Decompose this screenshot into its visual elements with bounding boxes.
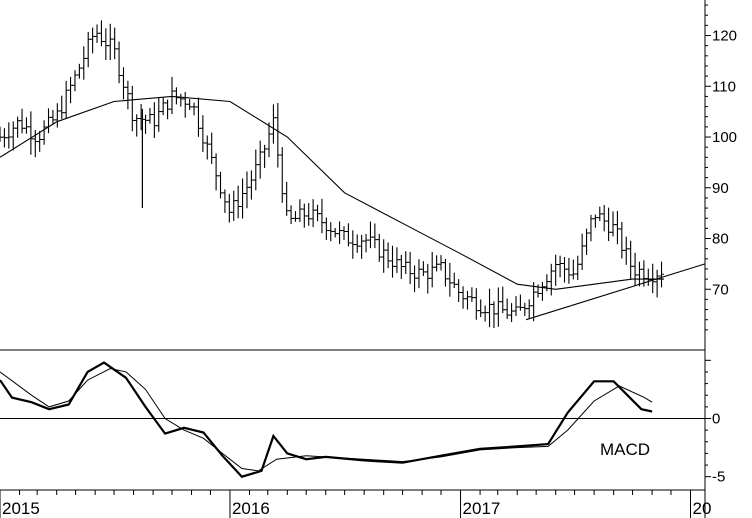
x-year-label: 2016	[232, 499, 270, 518]
price-ytick-label: 90	[712, 180, 729, 197]
price-ytick-label: 100	[712, 129, 737, 146]
x-year-label: 20	[693, 499, 712, 518]
macd-line	[0, 361, 653, 478]
macd-signal-line	[0, 367, 653, 472]
x-year-label: 2015	[2, 499, 40, 518]
price-ytick-label: 120	[712, 28, 737, 45]
moving-average-line	[0, 95, 664, 290]
x-axis: 2015 2016 2017 20	[0, 490, 711, 518]
support-trendline	[525, 263, 706, 321]
macd-label: MACD	[600, 440, 650, 459]
macd-panel: MACD	[0, 361, 705, 478]
price-ytick-label: 70	[712, 281, 729, 298]
x-year-label: 2017	[463, 499, 501, 518]
price-panel	[0, 20, 706, 329]
price-ytick-label: 110	[712, 78, 736, 95]
price-ytick-label: 80	[712, 231, 729, 248]
ohlc-bar	[659, 261, 665, 288]
macd-ytick-label: -5	[712, 469, 725, 486]
macd-ytick-label: 0	[712, 411, 720, 428]
